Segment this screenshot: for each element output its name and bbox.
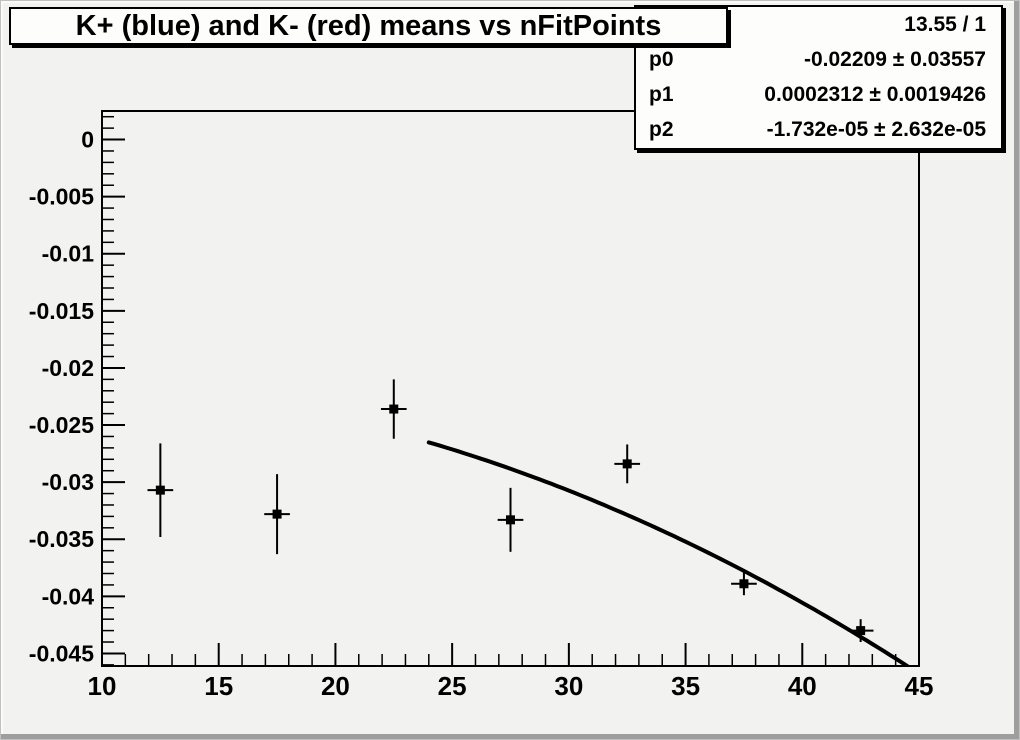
x-axis-tick-label: 30 [554, 671, 583, 701]
x-axis-tick-label: 45 [905, 671, 934, 701]
stats-row-p2: p2 -1.732e-05 ± 2.632e-05 [636, 113, 1001, 148]
y-axis-tick-label: -0.005 [29, 184, 94, 210]
y-axis-tick-label: -0.045 [29, 640, 94, 666]
data-point-marker [506, 515, 515, 525]
data-point-marker [739, 579, 749, 589]
x-axis-tick-label: 10 [88, 671, 117, 701]
stats-row-p1: p1 0.0002312 ± 0.0019426 [636, 78, 1001, 113]
param-value-p1: 0.0002312 ± 0.0019426 [764, 83, 986, 107]
x-axis-tick-label: 20 [321, 671, 350, 701]
y-axis-tick-label: -0.02 [42, 355, 94, 381]
y-axis-tick-label: -0.035 [29, 526, 94, 552]
y-axis-tick-label: -0.04 [42, 583, 95, 609]
title-box[interactable]: K+ (blue) and K- (red) means vs nFitPoin… [9, 7, 728, 45]
y-axis-tick-label: -0.03 [42, 469, 94, 495]
data-point-marker [389, 404, 399, 414]
param-value-p0: -0.02209 ± 0.03557 [803, 47, 986, 71]
param-name-p1: p1 [649, 83, 674, 107]
x-axis-tick-label: 35 [671, 671, 700, 701]
x-axis-tick-label: 40 [788, 671, 817, 701]
y-axis-tick-label: 0 [81, 127, 94, 153]
fit-curve [426, 440, 910, 666]
data-point-marker [856, 626, 866, 636]
param-name-p2: p2 [649, 118, 674, 142]
plot-frame [101, 110, 920, 667]
param-value-p2: -1.732e-05 ± 2.632e-05 [766, 118, 986, 142]
stats-row-chi2: 13.55 / 1 [636, 7, 1001, 42]
x-axis-tick-label: 25 [438, 671, 467, 701]
data-point-marker [622, 459, 632, 469]
y-axis-tick-label: -0.01 [42, 241, 95, 267]
x-axis-tick-label: 15 [204, 671, 233, 701]
data-point-marker [272, 509, 282, 519]
y-axis-tick-label: -0.015 [29, 298, 94, 324]
data-point-marker [155, 485, 165, 495]
stats-row-p0: p0 -0.02209 ± 0.03557 [636, 42, 1001, 77]
chi2-value: 13.55 / 1 [904, 12, 986, 36]
param-name-p0: p0 [649, 47, 674, 71]
y-axis-tick-label: -0.025 [29, 412, 94, 438]
plot-title: K+ (blue) and K- (red) means vs nFitPoin… [75, 9, 662, 42]
